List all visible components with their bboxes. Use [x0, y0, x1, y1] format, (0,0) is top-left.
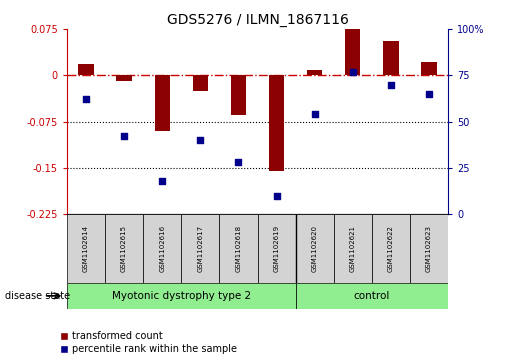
Text: GSM1102620: GSM1102620 [312, 225, 318, 272]
Point [387, 82, 395, 87]
Bar [296, 214, 334, 283]
Point [349, 69, 357, 74]
Point [158, 178, 166, 184]
Point [311, 111, 319, 117]
Bar [307, 70, 322, 75]
Bar [67, 214, 105, 283]
Text: GSM1102621: GSM1102621 [350, 225, 356, 272]
Point [425, 91, 433, 97]
Point [272, 193, 281, 199]
Bar [193, 75, 208, 91]
Text: disease state: disease state [5, 291, 70, 301]
Text: GSM1102623: GSM1102623 [426, 225, 432, 272]
Text: Myotonic dystrophy type 2: Myotonic dystrophy type 2 [112, 291, 251, 301]
Point [234, 159, 243, 165]
Bar [269, 75, 284, 171]
Bar [154, 75, 170, 131]
Bar [116, 75, 132, 81]
Text: GSM1102618: GSM1102618 [235, 225, 242, 272]
Point [120, 134, 128, 139]
Bar [105, 214, 143, 283]
Point [82, 97, 90, 102]
Bar [67, 283, 296, 309]
Point [196, 137, 204, 143]
Bar [345, 26, 360, 75]
Text: GSM1102614: GSM1102614 [83, 225, 89, 272]
Text: GSM1102619: GSM1102619 [273, 225, 280, 272]
Bar [78, 64, 94, 75]
Text: GSM1102617: GSM1102617 [197, 225, 203, 272]
Title: GDS5276 / ILMN_1867116: GDS5276 / ILMN_1867116 [166, 13, 349, 26]
Bar [181, 214, 219, 283]
Bar [231, 75, 246, 115]
Text: GSM1102616: GSM1102616 [159, 225, 165, 272]
Text: GSM1102615: GSM1102615 [121, 225, 127, 272]
Legend: transformed count, percentile rank within the sample: transformed count, percentile rank withi… [56, 327, 241, 358]
Text: GSM1102622: GSM1102622 [388, 225, 394, 272]
Bar [410, 214, 448, 283]
Bar [143, 214, 181, 283]
Bar [296, 283, 448, 309]
Bar [219, 214, 258, 283]
Bar [383, 41, 399, 75]
Text: control: control [354, 291, 390, 301]
Bar [334, 214, 372, 283]
Bar [258, 214, 296, 283]
Bar [372, 214, 410, 283]
Bar [421, 62, 437, 75]
